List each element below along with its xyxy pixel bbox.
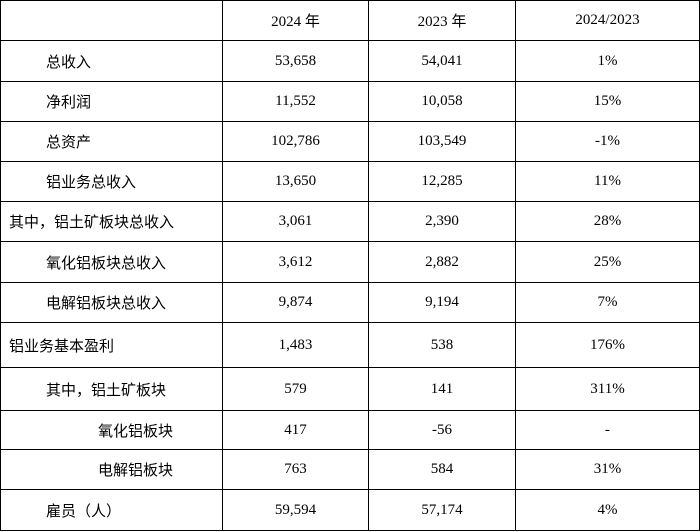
row-label: 净利润 [0, 81, 223, 122]
row-label: 总收入 [0, 40, 223, 82]
table-row: 总收入 53,658 54,041 1% [0, 40, 700, 82]
table-row: 电解铝板块总收入 9,874 9,194 7% [0, 282, 700, 323]
row-label: 电解铝板块 [0, 449, 223, 490]
value-cell: 7% [515, 282, 700, 323]
value-cell: 59,594 [222, 489, 369, 531]
table-row: 氧化铝板块 417 -56- [0, 410, 700, 450]
table-row: 净利润 11,552 10,058 15% [0, 81, 700, 122]
header-row: 2024 年 2023 年 2024/2023 [0, 0, 700, 41]
value-cell: - [515, 410, 700, 450]
table-row: 铝业务总收入 13,650 12,285 11% [0, 161, 700, 202]
value-cell: 4% [515, 489, 700, 531]
value-cell: 12,285 [368, 161, 516, 202]
value-cell: 25% [515, 241, 700, 283]
value-cell: -56 [368, 410, 516, 450]
table-row: 铝业务基本盈利 1,483 538 176% [0, 322, 700, 368]
value-cell: 176% [515, 322, 700, 368]
row-label: 雇员（人） [0, 489, 223, 531]
row-label: 氧化铝板块 [0, 410, 223, 450]
column-header: 2024 年 [222, 0, 369, 41]
row-label: 总资产 [0, 121, 223, 162]
row-label: 铝业务基本盈利 [0, 322, 223, 368]
value-cell: 538 [368, 322, 516, 368]
table-row: 其中，铝土矿板块 579 141 311% [0, 367, 700, 411]
value-cell: 763 [222, 449, 369, 490]
value-cell: 53,658 [222, 40, 369, 82]
value-cell: 2,390 [368, 201, 516, 242]
corner-cell [0, 0, 223, 41]
value-cell: 11% [515, 161, 700, 202]
value-cell: 15% [515, 81, 700, 122]
row-label: 电解铝板块总收入 [0, 282, 223, 323]
value-cell: 579 [222, 367, 369, 411]
table-row: 其中，铝土矿板块总收入 3,061 2,390 28% [0, 201, 700, 242]
value-cell: 311% [515, 367, 700, 411]
value-cell: 11,552 [222, 81, 369, 122]
table-row: 雇员（人） 59,594 57,174 4% [0, 489, 700, 531]
value-cell: 141 [368, 367, 516, 411]
value-cell: 3,061 [222, 201, 369, 242]
value-cell: -1% [515, 121, 700, 162]
column-header: 2023 年 [368, 0, 516, 41]
value-cell: 102,786 [222, 121, 369, 162]
value-cell: 103,549 [368, 121, 516, 162]
value-cell: 13,650 [222, 161, 369, 202]
table-row: 总资产 102,786 103,549 -1% [0, 121, 700, 162]
value-cell: 57,174 [368, 489, 516, 531]
column-header: 2024/2023 [515, 0, 700, 41]
row-label: 铝业务总收入 [0, 161, 223, 202]
value-cell: 2,882 [368, 241, 516, 283]
table-row: 电解铝板块 763 584 31% [0, 449, 700, 490]
table-row: 氧化铝板块总收入 3,612 2,882 25% [0, 241, 700, 283]
value-cell: 3,612 [222, 241, 369, 283]
row-label: 其中，铝土矿板块总收入 [0, 201, 223, 242]
value-cell: 584 [368, 449, 516, 490]
value-cell: 10,058 [368, 81, 516, 122]
row-label: 氧化铝板块总收入 [0, 241, 223, 283]
value-cell: 1% [515, 40, 700, 82]
value-cell: 28% [515, 201, 700, 242]
value-cell: 1,483 [222, 322, 369, 368]
value-cell: 9,194 [368, 282, 516, 323]
row-label: 其中，铝土矿板块 [0, 367, 223, 411]
value-cell: 417 [222, 410, 369, 450]
value-cell: 31% [515, 449, 700, 490]
value-cell: 54,041 [368, 40, 516, 82]
value-cell: 9,874 [222, 282, 369, 323]
